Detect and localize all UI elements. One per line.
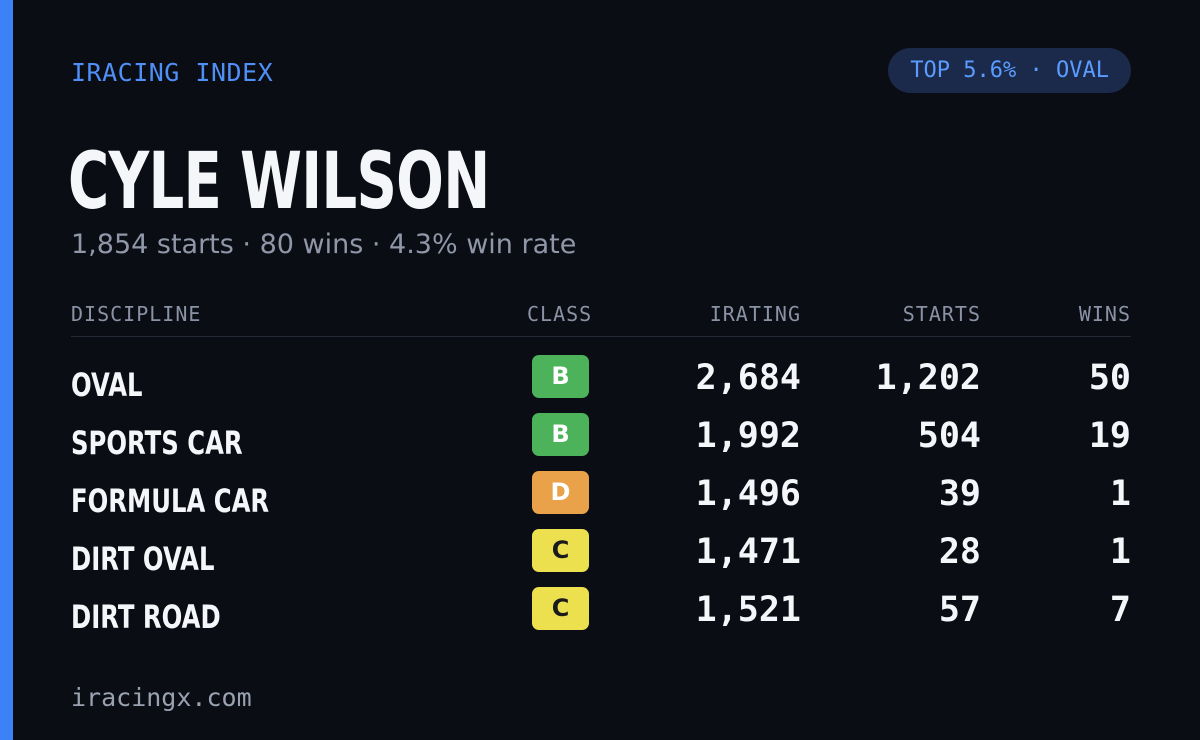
table-row: OVAL B 2,684 1,202 50 [71, 353, 1131, 411]
header-starts: STARTS [902, 302, 981, 326]
driver-name: CYLE WILSON [68, 137, 490, 227]
row-starts: 39 [938, 474, 981, 514]
row-irating: 1,471 [695, 532, 801, 572]
row-irating: 1,521 [695, 590, 801, 630]
table-header: DISCIPLINE CLASS IRATING STARTS WINS [71, 296, 1131, 337]
header-discipline: DISCIPLINE [71, 302, 202, 326]
table-row: SPORTS CAR B 1,992 504 19 [71, 411, 1131, 469]
row-starts: 57 [938, 590, 981, 630]
header-irating: IRATING [709, 302, 801, 326]
discipline-table: DISCIPLINE CLASS IRATING STARTS WINS OVA… [71, 296, 1131, 643]
row-irating: 1,992 [695, 416, 801, 456]
table-row: FORMULA CAR D 1,496 39 1 [71, 469, 1131, 527]
row-wins: 19 [1088, 416, 1131, 456]
class-badge: B [532, 413, 589, 456]
row-discipline: OVAL [71, 366, 143, 404]
row-discipline: DIRT ROAD [71, 598, 221, 636]
driver-summary: 1,854 starts · 80 wins · 4.3% win rate [71, 229, 577, 260]
row-starts: 28 [938, 532, 981, 572]
header-class: CLASS [527, 302, 593, 326]
table-body: OVAL B 2,684 1,202 50 SPORTS CAR B 1,992… [71, 353, 1131, 643]
class-badge: D [532, 471, 589, 514]
row-discipline: SPORTS CAR [71, 424, 243, 462]
row-discipline: FORMULA CAR [71, 482, 270, 520]
row-starts: 504 [917, 416, 981, 456]
row-irating: 2,684 [695, 358, 801, 398]
footer-domain: iracingx.com [71, 683, 252, 712]
rank-badge: TOP 5.6% · OVAL [888, 48, 1131, 93]
row-wins: 1 [1109, 532, 1131, 572]
accent-bar [0, 0, 13, 740]
row-wins: 50 [1088, 358, 1131, 398]
class-badge: B [532, 355, 589, 398]
row-discipline: DIRT OVAL [71, 540, 215, 578]
class-badge: C [532, 529, 589, 572]
row-irating: 1,496 [695, 474, 801, 514]
row-wins: 1 [1109, 474, 1131, 514]
table-row: DIRT ROAD C 1,521 57 7 [71, 585, 1131, 643]
header-wins: WINS [1078, 302, 1131, 326]
table-row: DIRT OVAL C 1,471 28 1 [71, 527, 1131, 585]
row-starts: 1,202 [875, 358, 981, 398]
brand-label: IRACING INDEX [71, 58, 274, 87]
class-badge: C [532, 587, 589, 630]
row-wins: 7 [1109, 590, 1131, 630]
